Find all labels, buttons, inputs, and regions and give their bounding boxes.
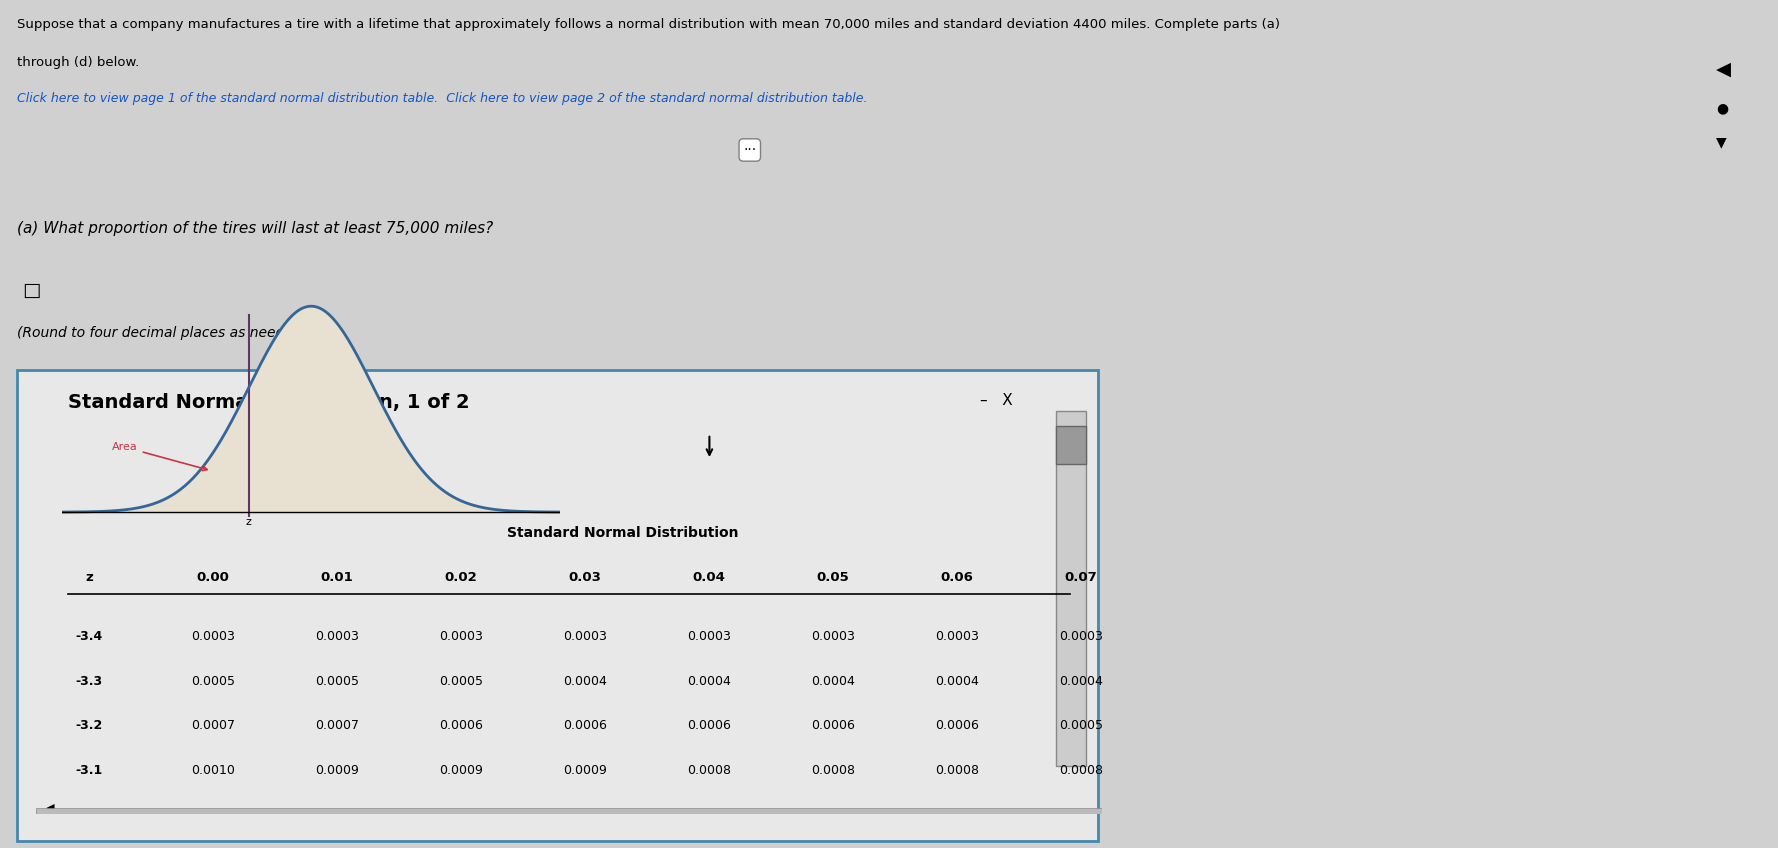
Text: 0.0007: 0.0007 xyxy=(190,719,235,732)
Text: Click here to view page 1 of the standard normal distribution table.  Click here: Click here to view page 1 of the standar… xyxy=(18,92,868,104)
Text: z: z xyxy=(245,517,252,527)
Bar xyxy=(1056,427,1086,464)
Text: 0.02: 0.02 xyxy=(444,571,477,583)
Text: (a) What proportion of the tires will last at least 75,000 miles?: (a) What proportion of the tires will la… xyxy=(18,221,493,236)
Text: Area: Area xyxy=(112,442,206,471)
Text: -3.3: -3.3 xyxy=(75,675,103,688)
Text: 0.0004: 0.0004 xyxy=(686,675,731,688)
Text: 0.0010: 0.0010 xyxy=(190,763,235,777)
Text: 0.05: 0.05 xyxy=(816,571,850,583)
FancyBboxPatch shape xyxy=(18,371,1099,840)
Text: 0.0005: 0.0005 xyxy=(1060,719,1102,732)
Text: 0.0006: 0.0006 xyxy=(811,719,855,732)
Text: 0.0005: 0.0005 xyxy=(190,675,235,688)
Text: 0.0008: 0.0008 xyxy=(935,763,980,777)
Text: 0.0003: 0.0003 xyxy=(811,630,855,643)
Text: 0.0008: 0.0008 xyxy=(1060,763,1102,777)
Bar xyxy=(36,808,1102,820)
Text: ▼: ▼ xyxy=(1716,136,1726,150)
Text: –   X: – X xyxy=(980,393,1012,408)
Text: (Round to four decimal places as needed.): (Round to four decimal places as needed.… xyxy=(18,326,311,340)
Text: 0.0003: 0.0003 xyxy=(190,630,235,643)
Text: 0.0006: 0.0006 xyxy=(686,719,731,732)
Text: 0.0003: 0.0003 xyxy=(315,630,359,643)
Text: □: □ xyxy=(21,281,41,300)
Text: z: z xyxy=(85,571,92,583)
Text: 0.0006: 0.0006 xyxy=(564,719,606,732)
Text: 0.0006: 0.0006 xyxy=(439,719,484,732)
Text: 0.0003: 0.0003 xyxy=(564,630,606,643)
Text: 0.0008: 0.0008 xyxy=(811,763,855,777)
Text: 0.0003: 0.0003 xyxy=(935,630,980,643)
Text: 0.03: 0.03 xyxy=(569,571,601,583)
Text: 0.0003: 0.0003 xyxy=(439,630,484,643)
Text: 0.0009: 0.0009 xyxy=(564,763,606,777)
Text: 0.0005: 0.0005 xyxy=(315,675,359,688)
Text: 0.0004: 0.0004 xyxy=(1060,675,1102,688)
Text: 0.07: 0.07 xyxy=(1065,571,1097,583)
Text: 0.0003: 0.0003 xyxy=(686,630,731,643)
Text: 0.04: 0.04 xyxy=(693,571,725,583)
Text: ●: ● xyxy=(1716,102,1728,116)
Text: 0.0004: 0.0004 xyxy=(935,675,980,688)
Text: 0.01: 0.01 xyxy=(320,571,354,583)
Text: 0.0005: 0.0005 xyxy=(439,675,484,688)
Text: 0.0003: 0.0003 xyxy=(1060,630,1102,643)
Bar xyxy=(1056,411,1086,766)
Text: 0.0009: 0.0009 xyxy=(315,763,359,777)
Text: through (d) below.: through (d) below. xyxy=(18,56,139,69)
Text: -3.2: -3.2 xyxy=(75,719,103,732)
Text: 0.00: 0.00 xyxy=(197,571,229,583)
Text: 0.0008: 0.0008 xyxy=(686,763,731,777)
Text: ◀: ◀ xyxy=(46,802,55,812)
Text: -3.4: -3.4 xyxy=(75,630,103,643)
Text: ···: ··· xyxy=(743,143,756,157)
Text: 0.0004: 0.0004 xyxy=(811,675,855,688)
Text: 0.06: 0.06 xyxy=(941,571,973,583)
Text: 0.0004: 0.0004 xyxy=(564,675,606,688)
Text: Suppose that a company manufactures a tire with a lifetime that approximately fo: Suppose that a company manufactures a ti… xyxy=(18,19,1280,31)
Text: Standard Normal Distribution, 1 of 2: Standard Normal Distribution, 1 of 2 xyxy=(68,393,469,412)
Text: 0.0006: 0.0006 xyxy=(935,719,980,732)
Text: Standard Normal Distribution: Standard Normal Distribution xyxy=(507,526,738,540)
Text: 0.0009: 0.0009 xyxy=(439,763,484,777)
Text: ◀: ◀ xyxy=(1716,59,1730,78)
Text: -3.1: -3.1 xyxy=(75,763,103,777)
Text: 0.0007: 0.0007 xyxy=(315,719,359,732)
